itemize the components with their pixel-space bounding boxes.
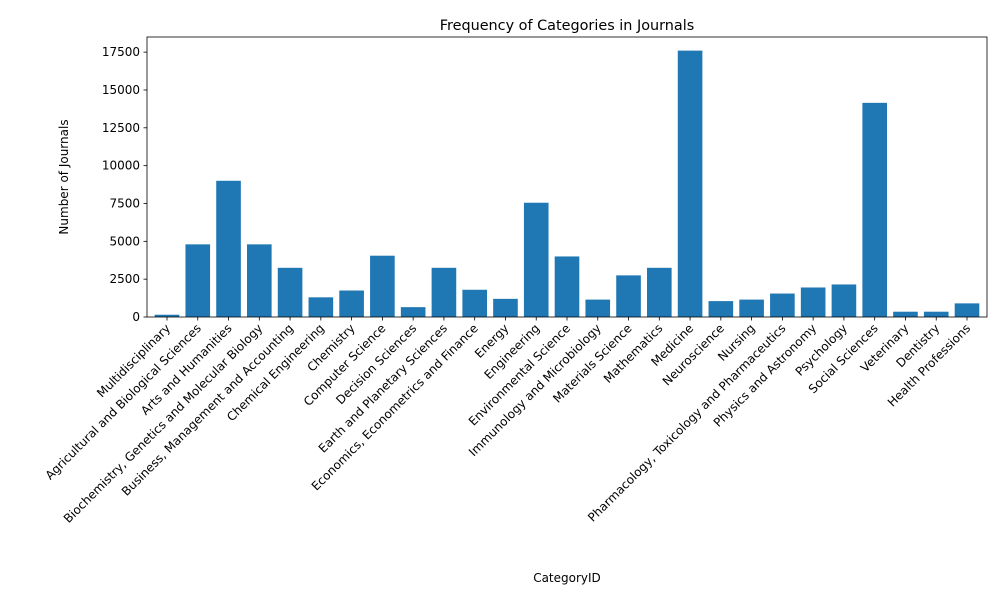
y-tick-label: 15000 bbox=[102, 83, 140, 97]
y-axis: 0 2500 5000 7500 10000 12500 15000 17500 bbox=[102, 45, 147, 324]
bar bbox=[216, 180, 241, 317]
bar bbox=[708, 301, 734, 317]
y-tick-label: 17500 bbox=[102, 45, 140, 59]
bar bbox=[677, 50, 703, 318]
y-tick-label: 5000 bbox=[109, 234, 140, 248]
bars-group bbox=[154, 50, 980, 318]
bar bbox=[493, 298, 518, 317]
y-tick-label: 12500 bbox=[102, 121, 140, 135]
bar bbox=[923, 311, 949, 317]
y-tick-label: 2500 bbox=[109, 272, 140, 286]
bar bbox=[523, 202, 549, 317]
bar bbox=[308, 297, 334, 317]
bar bbox=[585, 299, 611, 317]
bar bbox=[247, 244, 272, 317]
y-tick-label: 10000 bbox=[102, 159, 140, 173]
bar bbox=[739, 299, 764, 317]
bar bbox=[554, 256, 580, 317]
chart-title: Frequency of Categories in Journals bbox=[440, 18, 694, 34]
bar bbox=[616, 275, 641, 317]
bar bbox=[370, 255, 395, 317]
bar bbox=[954, 303, 980, 317]
y-axis-label: Number of Journals bbox=[57, 119, 71, 234]
bar bbox=[862, 102, 887, 318]
bar bbox=[185, 244, 211, 317]
x-axis-label: CategoryID bbox=[533, 571, 601, 585]
y-tick-label: 7500 bbox=[109, 196, 140, 210]
bar bbox=[154, 314, 180, 317]
bar bbox=[339, 290, 364, 317]
bar bbox=[770, 293, 795, 317]
bar bbox=[800, 287, 826, 317]
bar bbox=[893, 311, 918, 317]
bar bbox=[647, 267, 672, 317]
bar bbox=[400, 307, 426, 317]
bar bbox=[831, 284, 857, 317]
bar bbox=[277, 267, 303, 317]
bar bbox=[462, 289, 487, 317]
y-tick-label: 0 bbox=[132, 310, 140, 324]
bar bbox=[431, 267, 457, 317]
plot-frame bbox=[146, 36, 988, 318]
